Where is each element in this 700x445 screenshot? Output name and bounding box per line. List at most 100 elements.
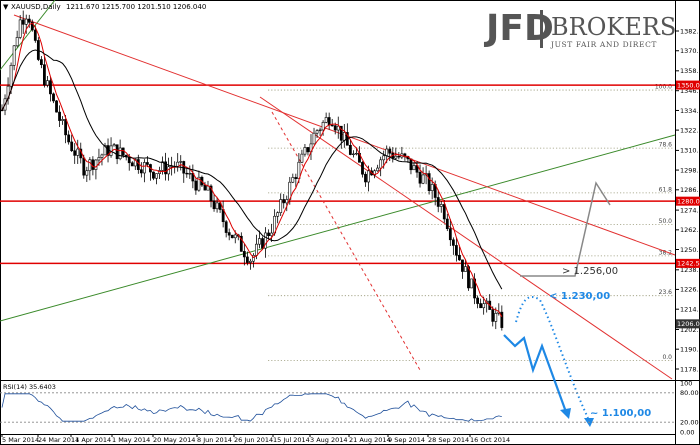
candle-body	[418, 171, 422, 184]
fibonacci-label: 61.8	[659, 186, 673, 193]
price-tick-label: 1214.86	[680, 305, 700, 313]
candle-body	[61, 119, 64, 121]
current-price-label: 1206.04	[677, 320, 700, 328]
rsi-title: RSI(14) 35.6403	[3, 383, 56, 391]
downtrend-line-short	[259, 96, 673, 380]
candle-body	[252, 255, 255, 262]
time-tick-label: 28 Sep 2014	[428, 436, 469, 444]
candle-body	[21, 19, 25, 25]
price-tick-label: 1238.61	[680, 266, 700, 274]
candle-body	[18, 19, 22, 38]
rsi-pane: 100 80.0000 20.00000.00	[0, 379, 700, 436]
candle-body	[491, 309, 495, 322]
uptrend-line	[0, 134, 676, 322]
jfd-logo: JFD BROKERS JUST FAIR AND DIRECT	[483, 8, 676, 49]
candle-body	[76, 148, 80, 156]
candle-body	[139, 169, 143, 174]
candle-body	[376, 167, 380, 172]
rsi-tick-label: 100	[680, 379, 692, 387]
level-tag-label: 1280.00	[677, 197, 700, 205]
candle-body	[394, 155, 398, 159]
ma-fast-line	[1, 22, 503, 318]
time-tick-label: 26 Jun 2014	[234, 436, 273, 444]
candle-body	[15, 37, 19, 47]
candle-body	[382, 155, 386, 161]
fibonacci-label: 100.0	[655, 84, 672, 91]
candle-body	[282, 199, 286, 204]
price-tick-label: 1262.70	[680, 226, 700, 234]
candle-body	[473, 278, 476, 299]
chart-ohlc: 1211.670 1215.700 1201.510 1206.040	[66, 3, 206, 11]
rsi-tick-label: 80.0000	[680, 389, 700, 397]
candle-body	[442, 204, 446, 220]
time-tick-label: 20 May 2014	[153, 436, 195, 444]
candle-body	[112, 144, 116, 147]
candle-body	[188, 173, 192, 175]
candle-body	[46, 80, 49, 86]
candle-body	[115, 144, 119, 160]
candle-body	[454, 245, 458, 256]
logo-brokers: BROKERS	[551, 13, 676, 41]
logo-tagline: JUST FAIR AND DIRECT	[550, 40, 657, 49]
chart-symbol: XAUUSD,Daily	[11, 3, 61, 11]
price-axis: 1382.61 1370.70 1358.60 1346.61 1334.70 1322.…	[675, 27, 700, 373]
candle-body	[30, 22, 34, 31]
candle-body	[185, 172, 189, 175]
fibonacci-label: 0.0	[662, 354, 672, 361]
candle-body	[388, 148, 392, 154]
candle-body	[306, 147, 310, 153]
level-tag-label: 1242.50	[677, 260, 700, 268]
fib-anchor-line	[271, 111, 421, 371]
bear-scenario-solid	[503, 334, 568, 413]
candle-body	[355, 152, 358, 155]
steep-uptrend-line	[0, 0, 56, 71]
bear-scenario-solid-arrow	[560, 408, 571, 419]
candle-body	[203, 184, 207, 191]
fibonacci-label: 78.6	[659, 142, 673, 149]
time-tick-label: 15 Jul 2014	[273, 436, 310, 444]
candle-body	[245, 256, 249, 263]
candle-body	[197, 176, 201, 191]
price-tick-label: 1190.75	[680, 345, 700, 353]
candle-body	[9, 64, 13, 87]
candle-body	[300, 153, 304, 163]
candle-body	[215, 202, 219, 210]
candle-body	[318, 129, 322, 132]
candle-body	[176, 161, 180, 167]
candle-body	[49, 80, 52, 95]
candle-body	[361, 162, 364, 175]
time-tick-label: 16 Oct 2014	[470, 436, 510, 444]
candle-body	[451, 239, 455, 246]
candle-body	[291, 177, 295, 183]
time-tick-label: 21 Aug 2014	[349, 436, 391, 444]
candle-body	[303, 147, 307, 155]
candle-body	[242, 251, 246, 258]
candle-body	[142, 162, 146, 174]
candle-body	[439, 204, 443, 207]
logo-jfd: JFD	[483, 8, 554, 49]
price-tick-label: 1322.85	[680, 126, 700, 134]
candle-body	[82, 157, 86, 176]
candle-body	[330, 124, 334, 127]
candle-body	[209, 185, 213, 202]
horizontal-levels	[0, 84, 675, 265]
candle-body	[458, 254, 461, 261]
candle-body	[33, 29, 37, 41]
candle-body	[315, 130, 319, 134]
candle-body	[342, 132, 346, 141]
candle-body	[409, 158, 413, 171]
candle-body	[333, 125, 337, 131]
time-tick-label: 5 Mar 2014	[2, 436, 39, 444]
candle-body	[118, 147, 122, 160]
candle-body	[230, 234, 234, 239]
candle-body	[224, 221, 228, 233]
candle-body	[279, 199, 283, 213]
fibonacci-label: 23.6	[659, 289, 673, 296]
candle-body	[445, 218, 449, 229]
candle-body	[94, 159, 98, 170]
moving-averages	[1, 22, 503, 318]
candle-body	[255, 243, 258, 256]
candle-body	[91, 159, 95, 170]
